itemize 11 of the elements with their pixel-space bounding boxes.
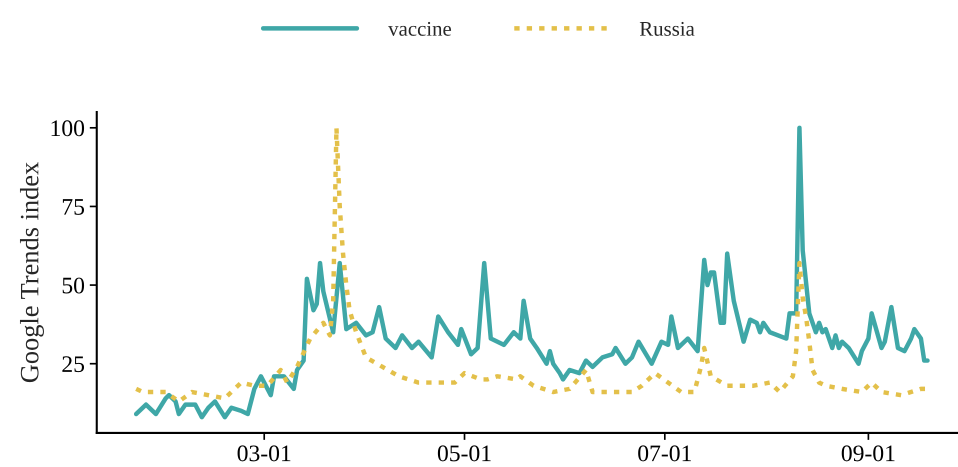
x-tick-label: 05-01 bbox=[438, 445, 491, 462]
y-tick-label: 100 bbox=[52, 120, 84, 136]
legend-label: vaccine bbox=[388, 22, 452, 36]
x-tick-label: 09-01 bbox=[842, 445, 895, 462]
x-tick-label: 03-01 bbox=[238, 445, 290, 462]
y-tick-label: 75 bbox=[62, 199, 84, 215]
x-tick-label: 07-01 bbox=[638, 445, 691, 462]
y-tick-label: 50 bbox=[62, 278, 84, 294]
y-tick-label: 25 bbox=[62, 356, 84, 372]
y-axis-title: Google Trends index bbox=[20, 162, 44, 382]
legend-label: Russia bbox=[640, 22, 695, 36]
